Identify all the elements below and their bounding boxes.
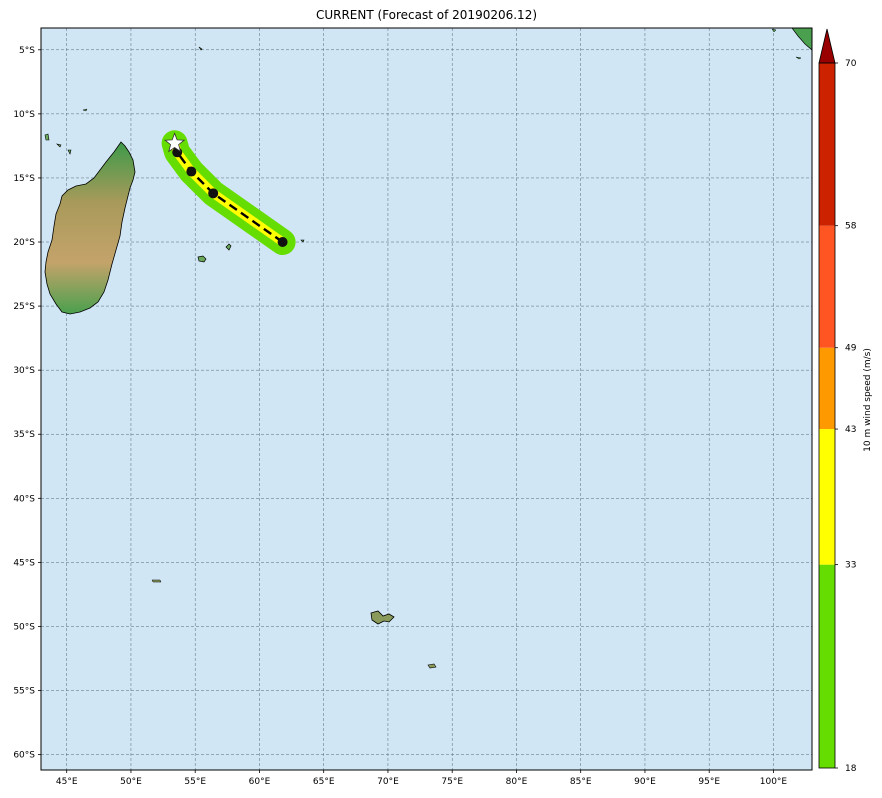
colorbar-extend-arrow	[818, 28, 836, 64]
rodrigues-island	[300, 239, 305, 243]
lon-tick-label: 55°E	[184, 777, 206, 787]
lon-tick-label: 85°E	[570, 777, 592, 787]
colorbar-frame	[818, 62, 836, 769]
track-position-marker	[186, 166, 197, 177]
lat-tick-label: 20°S	[13, 238, 35, 248]
lon-tick-label: 45°E	[56, 777, 78, 787]
colorbar-tick-label: 49	[845, 344, 857, 354]
wind-speed-colorbar: 18 33 43 49 58 70	[818, 28, 857, 774]
colorbar-segment	[819, 429, 835, 565]
lon-tick-label: 70°E	[377, 777, 399, 787]
colorbar-segment	[819, 347, 835, 430]
lon-tick-label: 50°E	[120, 777, 142, 787]
kerguelen-islands	[370, 610, 395, 625]
lat-tick-label: 45°S	[13, 558, 35, 568]
mauritius-island	[225, 243, 232, 251]
graticule	[41, 28, 812, 770]
lon-tick-label: 100°E	[760, 777, 788, 787]
lat-tick-label: 60°S	[13, 751, 35, 761]
lat-tick-label: 30°S	[13, 366, 35, 376]
heard-island	[427, 663, 437, 669]
colorbar-segment	[819, 225, 835, 348]
lon-tick-label: 75°E	[441, 777, 463, 787]
cyclone-track	[161, 130, 296, 255]
lat-tick-label: 55°S	[13, 687, 35, 697]
map-title: CURRENT (Forecast of 20190206.12)	[315, 8, 538, 22]
madagascar-island	[44, 141, 136, 315]
latitude-ticks: 5°S 10°S 15°S 20°S 25°S 30°S 35°S 40°S 45°S 50°S 5…	[13, 46, 41, 761]
colorbar-segment	[819, 564, 835, 768]
lat-tick-label: 35°S	[13, 430, 35, 440]
comoros-islands	[44, 133, 72, 155]
track-position-marker	[208, 188, 219, 199]
lat-tick-label: 25°S	[13, 302, 35, 312]
map-frame	[40, 27, 813, 771]
track-position-marker	[277, 237, 288, 248]
seychelles-island	[198, 46, 203, 51]
colorbar-tick-label: 58	[845, 222, 857, 232]
colorbar-tick-label: 33	[845, 561, 856, 571]
colorbar-tick-label: 70	[845, 59, 857, 69]
lon-tick-label: 80°E	[506, 777, 528, 787]
colorbar-segment	[819, 63, 835, 226]
lat-tick-label: 15°S	[13, 174, 35, 184]
current-position-star-icon	[164, 132, 186, 153]
lon-tick-label: 95°E	[698, 777, 720, 787]
colorbar-tick-label: 43	[845, 425, 856, 435]
lon-tick-label: 65°E	[313, 777, 335, 787]
colorbar-tick-label: 18	[845, 764, 857, 774]
colorbar-label: 10 m wind speed (m/s)	[863, 348, 873, 452]
small-island-ne	[771, 28, 802, 60]
longitude-ticks: 45°E 50°E 55°E 60°E 65°E 70°E 75°E 80°E 85°E 90°E…	[56, 770, 788, 787]
crozet-island	[151, 579, 162, 583]
land-masses	[44, 28, 812, 669]
aldabra-island	[82, 108, 88, 112]
lat-tick-label: 10°S	[13, 110, 35, 120]
lon-tick-label: 60°E	[249, 777, 271, 787]
lat-tick-label: 5°S	[19, 46, 35, 56]
ocean-background	[41, 28, 812, 770]
lon-tick-label: 90°E	[634, 777, 656, 787]
sumatra-coast	[791, 28, 812, 51]
reunion-island	[197, 255, 207, 263]
lat-tick-label: 40°S	[13, 494, 35, 504]
lat-tick-label: 50°S	[13, 622, 35, 632]
